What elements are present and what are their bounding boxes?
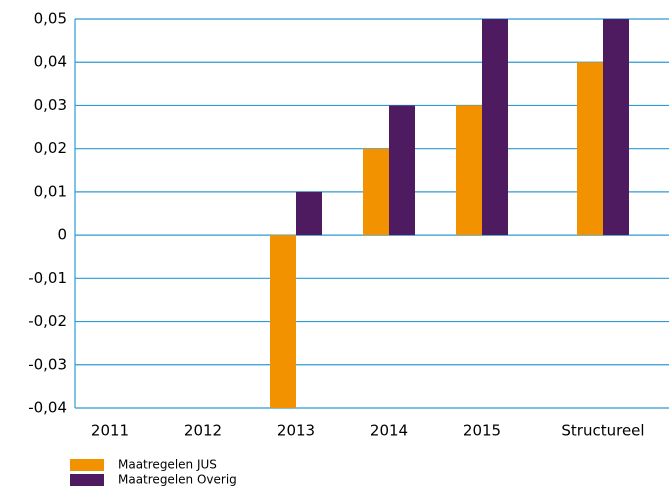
bar	[482, 19, 508, 236]
legend-swatch	[70, 459, 104, 471]
x-tick-label: 2013	[277, 422, 315, 440]
y-tick-label: -0,01	[28, 269, 67, 287]
legend-swatch	[70, 474, 104, 486]
x-tick-label: 2012	[184, 422, 222, 440]
legend-label: Maatregelen Overig	[118, 473, 237, 487]
legend-label: Maatregelen JUS	[118, 458, 217, 472]
x-tick-label: Structureel	[561, 422, 644, 440]
bar	[363, 148, 389, 236]
bar	[456, 105, 482, 236]
x-tick-label: 2015	[463, 422, 501, 440]
y-tick-label: 0	[57, 226, 67, 244]
bar	[577, 62, 603, 236]
bar	[296, 191, 322, 236]
y-tick-label: 0,03	[34, 96, 67, 114]
y-tick-label: 0,04	[34, 53, 67, 71]
bar	[389, 105, 415, 236]
x-tick-label: 2011	[91, 422, 129, 440]
y-tick-label: -0,04	[28, 399, 67, 417]
y-tick-label: -0,02	[28, 312, 67, 330]
y-tick-label: -0,03	[28, 355, 67, 373]
y-tick-label: 0,02	[34, 139, 67, 157]
x-tick-label: 2014	[370, 422, 408, 440]
y-tick-label: 0,05	[34, 10, 67, 28]
bar	[603, 19, 629, 236]
bar	[270, 235, 296, 408]
y-tick-label: 0,01	[34, 182, 67, 200]
